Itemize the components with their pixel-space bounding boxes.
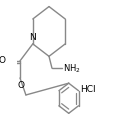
Text: O: O <box>18 81 25 90</box>
Text: NH$_2$: NH$_2$ <box>62 62 80 75</box>
Text: N: N <box>29 33 36 42</box>
Text: HCl: HCl <box>79 85 95 94</box>
Text: O: O <box>0 56 6 65</box>
